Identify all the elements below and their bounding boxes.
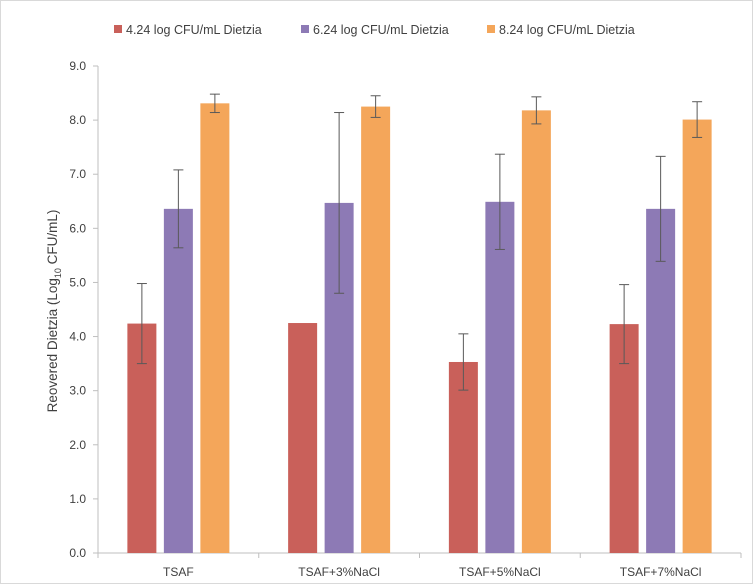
y-tick-label: 5.0 xyxy=(69,275,86,289)
y-tick-label: 9.0 xyxy=(69,59,86,73)
legend-label: 6.24 log CFU/mL Dietzia xyxy=(313,23,449,37)
y-axis-label-subscript: 10 xyxy=(53,268,63,278)
legend-swatch xyxy=(301,25,309,33)
legend: 4.24 log CFU/mL Dietzia 6.24 log CFU/mL D… xyxy=(114,23,635,37)
y-tick-label: 1.0 xyxy=(69,492,86,506)
y-axis-label: Reovered Dietzia (Log10 CFU/mL) xyxy=(45,210,63,413)
x-tick-label: TSAF+5%NaCl xyxy=(459,565,541,579)
legend-swatch xyxy=(114,25,122,33)
y-tick-label: 4.0 xyxy=(69,330,86,344)
bar xyxy=(521,110,551,554)
y-tick-label: 3.0 xyxy=(69,384,86,398)
legend-label: 4.24 log CFU/mL Dietzia xyxy=(126,23,262,37)
y-axis: 0.0 1.0 2.0 3.0 4.0 5.0 6.0 7.0 8.0 9.0 xyxy=(69,59,99,560)
bar xyxy=(646,208,676,553)
bar xyxy=(200,103,230,553)
bars xyxy=(127,103,712,554)
y-tick-label: 7.0 xyxy=(69,167,86,181)
y-tick-label: 2.0 xyxy=(69,438,86,452)
bar xyxy=(485,201,515,553)
bar xyxy=(448,361,478,553)
bar xyxy=(288,323,318,553)
y-axis-label-main: Reovered Dietzia (Log xyxy=(45,278,60,412)
bar xyxy=(163,208,193,553)
error-bars xyxy=(136,93,703,391)
x-tick-label: TSAF+3%NaCl xyxy=(298,565,380,579)
legend-swatch xyxy=(487,25,495,33)
y-tick-label: 0.0 xyxy=(69,546,86,560)
x-tick-label: TSAF xyxy=(163,565,194,579)
x-axis: TSAF TSAF+3%NaCl TSAF+5%NaCl TSAF+7%NaCl xyxy=(97,552,742,579)
y-tick-label: 6.0 xyxy=(69,221,86,235)
bar xyxy=(682,119,712,553)
y-tick-label: 8.0 xyxy=(69,113,86,127)
y-axis-label-tail: CFU/mL) xyxy=(45,210,60,269)
legend-label: 8.24 log CFU/mL Dietzia xyxy=(499,23,635,37)
x-tick-label: TSAF+7%NaCl xyxy=(620,565,702,579)
bar xyxy=(361,106,391,553)
